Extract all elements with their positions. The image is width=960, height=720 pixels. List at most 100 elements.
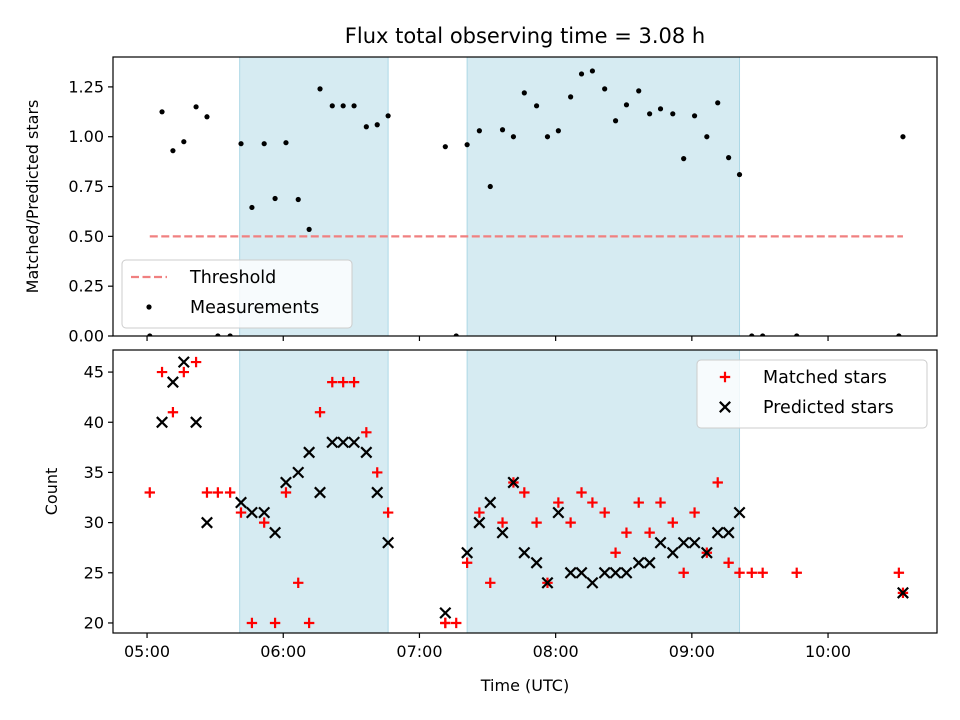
measurement-point <box>681 156 687 162</box>
top-panel: 0.00 0.25 0.50 0.75 1.00 1.25 Threshold Measure… <box>68 56 938 346</box>
measurement-point <box>227 333 233 336</box>
predicted-star-point <box>575 566 588 579</box>
observing-window-span <box>466 57 741 336</box>
legend-label: Measurements <box>190 298 319 318</box>
predicted-star-point <box>530 556 543 569</box>
measurement-point <box>329 103 335 109</box>
predicted-star-point <box>279 476 292 489</box>
matched-star-point <box>382 507 394 518</box>
measurement-point <box>749 333 755 336</box>
legend-label: Matched stars <box>763 368 887 388</box>
predicted-star-point <box>156 416 169 429</box>
matched-star-point <box>269 617 281 629</box>
predicted-star-point <box>643 556 656 569</box>
x-tick-label: 08:00 <box>533 642 579 661</box>
measurement-point <box>900 134 906 140</box>
measurement-point <box>317 86 323 92</box>
predicted-star-point <box>688 536 701 549</box>
x-tick-label: 10:00 <box>805 642 851 661</box>
legend-matched-swatch <box>719 371 731 383</box>
matched-star-point <box>461 557 473 568</box>
matched-star-point <box>314 407 326 418</box>
measurement-point <box>147 333 153 336</box>
matched-star-point <box>497 517 508 528</box>
matched-star-point <box>610 547 621 558</box>
matched-star-point <box>746 567 757 578</box>
matched-star-point <box>474 507 485 518</box>
y-tick-label: 20 <box>84 613 104 632</box>
legend-label: Predicted stars <box>763 398 894 418</box>
measurement-point <box>715 100 721 106</box>
y-tick-label: 0.50 <box>68 227 104 246</box>
matched-star-point <box>178 366 190 378</box>
matched-star-point <box>553 497 564 508</box>
measurement-point <box>657 106 664 112</box>
measurement-point <box>691 113 698 119</box>
measurement-point <box>351 103 357 109</box>
predicted-star-point <box>518 546 531 559</box>
measurement-point <box>306 226 312 232</box>
y-tick-label: 45 <box>84 363 104 382</box>
matched-star-point <box>303 617 315 629</box>
y-tick-label: 25 <box>84 563 104 582</box>
x-axis-label: Time (UTC) <box>480 676 569 695</box>
predicted-star-point <box>733 506 746 519</box>
y-tick-label: 1.00 <box>68 127 104 146</box>
matched-star-point <box>235 507 247 518</box>
measurement-point <box>602 86 608 92</box>
measurement-point <box>204 114 210 120</box>
matched-star-point <box>327 376 338 388</box>
matched-star-point <box>201 487 213 498</box>
matched-star-point <box>246 617 258 629</box>
predicted-star-point <box>620 566 633 579</box>
predicted-star-point <box>711 526 724 539</box>
legend-measurement-swatch <box>146 304 152 310</box>
y-tick-label: 1.25 <box>68 77 104 96</box>
matched-star-point <box>712 477 723 488</box>
predicted-star-point <box>654 536 667 549</box>
matched-star-point <box>576 487 587 498</box>
measurement-point <box>238 141 244 147</box>
x-tick-label: 09:00 <box>669 642 715 661</box>
measurement-point <box>261 141 267 147</box>
measurement-point <box>374 122 380 128</box>
measurement-point <box>215 333 221 336</box>
y-tick-label: 35 <box>84 463 104 482</box>
measurement-point <box>442 144 448 150</box>
predicted-star-point <box>896 586 909 599</box>
predicted-star-point <box>552 506 565 519</box>
y-tick-label: 0.00 <box>68 327 104 346</box>
predicted-star-point <box>677 536 690 549</box>
predicted-star-point <box>598 566 611 579</box>
measurement-point <box>159 109 165 115</box>
matched-star-point <box>587 497 598 508</box>
predicted-star-point <box>382 536 395 549</box>
predicted-star-point <box>609 566 622 579</box>
matched-star-point <box>565 517 576 528</box>
matched-star-point <box>734 567 745 578</box>
predicted-star-point <box>666 546 679 559</box>
axes-frame <box>112 56 938 337</box>
matched-star-point <box>144 487 155 498</box>
matched-star-point <box>348 376 360 388</box>
matched-star-point <box>167 407 179 418</box>
matched-star-point <box>361 427 372 438</box>
measurement-point <box>170 148 176 154</box>
matched-star-point <box>791 567 802 578</box>
predicted-star-point <box>439 606 452 619</box>
x-tick-label: 07:00 <box>396 642 442 661</box>
measurement-point <box>670 111 676 117</box>
measurement-point <box>568 94 574 100</box>
predicted-star-point <box>700 546 713 559</box>
measurement-point <box>487 183 493 190</box>
observing-window-span <box>239 350 389 633</box>
matched-star-point <box>190 356 202 368</box>
measurement-point <box>363 124 369 130</box>
predicted-star-point <box>360 446 373 459</box>
predicted-star-point <box>292 466 305 479</box>
predicted-star-point <box>303 446 316 459</box>
bottom-y-axis-label: Count <box>42 468 61 516</box>
predicted-star-point <box>166 376 179 389</box>
legend-label: Threshold <box>189 268 276 288</box>
measurement-point <box>521 90 527 96</box>
